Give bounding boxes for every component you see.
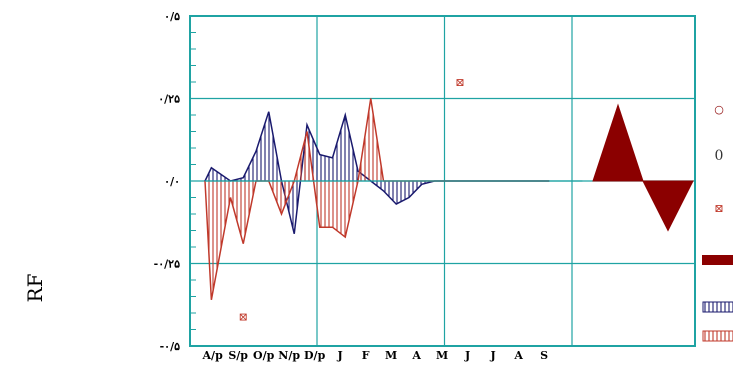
x-tick-label: J <box>490 349 496 362</box>
x-tick-label: S/p <box>228 349 248 362</box>
data-marker: ⊠ <box>455 76 464 89</box>
legend-swatch-blue-hatch <box>702 301 733 313</box>
x-tick-label: A <box>513 349 523 362</box>
legend-swatch-solid <box>702 255 733 265</box>
x-tick-label: J <box>464 349 470 362</box>
legend-swatch-red-hatch <box>702 330 733 342</box>
y-tick-label: ٠/٠ <box>164 175 180 188</box>
x-tick-label: M <box>436 349 448 362</box>
y-ticks: ٠/۵ ٠/۲۵ ٠/٠ -٠/۲۵ -٠/۵ <box>154 10 180 353</box>
y-tick-label: -٠/۲۵ <box>154 258 180 271</box>
x-tick-label: M <box>385 349 397 362</box>
series-area <box>205 111 550 234</box>
summary-layer <box>592 103 694 232</box>
y-tick-label: -٠/۵ <box>160 340 181 353</box>
series-layer <box>204 98 583 300</box>
data-marker: ⊠ <box>239 310 248 323</box>
x-tick-label: D/p <box>304 349 326 362</box>
y-axis-label: RF <box>23 273 47 302</box>
y-tick-label: ٠/۲۵ <box>158 93 180 106</box>
legend: ○ 0 ⊠ <box>702 103 733 342</box>
x-tick-label: O/p <box>253 349 275 362</box>
x-tick-label: A/p <box>202 349 224 362</box>
x-tick-label: J <box>337 349 343 362</box>
y-tick-label: ٠/۵ <box>164 10 180 23</box>
legend-symbol: 0 <box>715 148 724 164</box>
marker-layer: ⊠⊠ <box>239 76 465 323</box>
summary-triangle-up <box>592 103 644 182</box>
x-tick-label: A <box>411 349 421 362</box>
legend-symbol: ○ <box>714 103 724 116</box>
x-tick-label: N/p <box>278 349 300 362</box>
x-tick-label: S <box>540 349 548 362</box>
x-ticks: A/p S/p O/p N/p D/p J F M A M J J A S <box>202 349 549 362</box>
summary-triangle-down <box>642 180 694 232</box>
x-tick-label: F <box>362 349 370 362</box>
legend-symbol: ⊠ <box>714 202 723 215</box>
